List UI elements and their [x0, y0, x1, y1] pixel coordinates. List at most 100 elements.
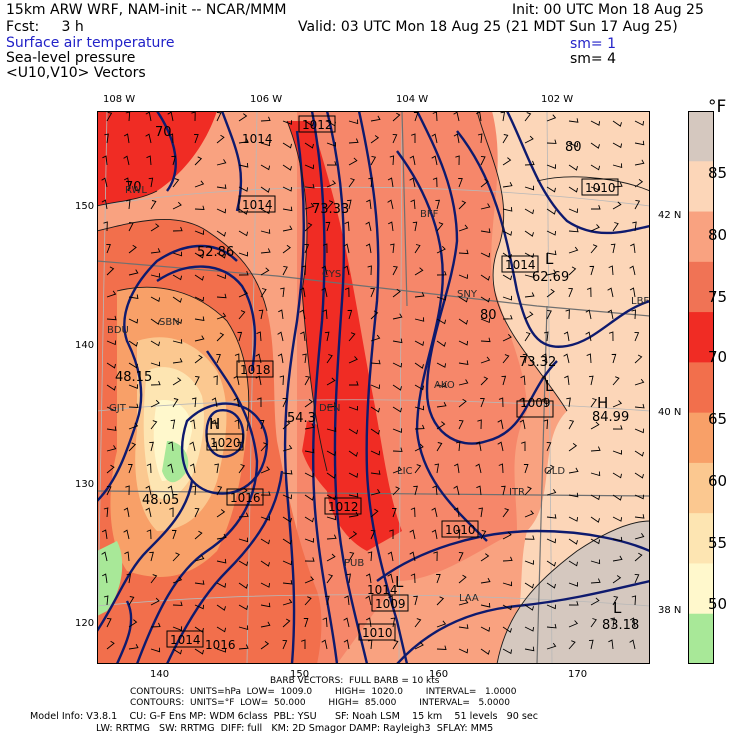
- wind-barb: [370, 489, 381, 496]
- colorbar-cell: [688, 312, 714, 363]
- lon-label: 106 W: [250, 94, 283, 105]
- wind-barb: [106, 445, 117, 452]
- high-marker: H: [209, 415, 220, 433]
- isobar-label: 1014: [242, 198, 273, 212]
- colorbar-tick: 50: [708, 595, 728, 613]
- grid-x-label: 140: [150, 669, 170, 680]
- wind-barb: [150, 399, 160, 408]
- wind-barb: [326, 494, 337, 501]
- wind-barb: [365, 595, 372, 606]
- wind-barb: [260, 267, 270, 276]
- wind-barb: [321, 287, 328, 298]
- wind-barb: [238, 644, 249, 650]
- grid-x-label: 170: [568, 669, 588, 680]
- wind-barb: [502, 604, 513, 611]
- wind-barb: [478, 507, 483, 518]
- wind-barb: [326, 515, 337, 521]
- wind-barb: [216, 230, 226, 237]
- wind-barb: [568, 582, 578, 587]
- wind-barb: [590, 164, 601, 171]
- barb-legend: BARB VECTORS: FULL BARB = 10 kts: [270, 676, 440, 686]
- wind-barb: [414, 244, 421, 254]
- temp-label: 80: [480, 308, 497, 323]
- wind-barb: [392, 508, 397, 518]
- wind-barb: [128, 596, 135, 606]
- wind-barb: [458, 274, 469, 280]
- wind-barb: [106, 617, 112, 628]
- temperature-colorbar: [688, 111, 714, 664]
- wind-barb: [612, 182, 623, 188]
- wind-barb: [259, 420, 265, 430]
- temp-label: 80: [565, 140, 582, 155]
- wind-barb: [128, 619, 138, 628]
- wind-barb: [524, 273, 535, 278]
- temp-label: 73.33: [312, 202, 349, 217]
- wind-barb: [216, 648, 226, 653]
- colorbar-cell: [688, 111, 714, 162]
- wind-barb: [106, 384, 116, 391]
- wind-barb: [524, 252, 535, 258]
- wind-barb: [260, 466, 271, 474]
- wind-barb: [546, 309, 552, 320]
- wind-barb: [304, 423, 315, 430]
- wind-barb: [612, 222, 619, 232]
- wind-barb: [546, 488, 557, 496]
- wind-barb: [501, 485, 506, 496]
- wind-barb: [212, 441, 218, 452]
- pressure-center-group: H H L L L L: [209, 250, 622, 617]
- wind-barb: [502, 295, 512, 301]
- wind-barb: [564, 375, 570, 386]
- wind-barb: [524, 535, 535, 540]
- wind-barb: [414, 384, 425, 391]
- station-label: LBF: [631, 296, 649, 307]
- wind-barb: [150, 597, 160, 606]
- wind-barb: [128, 464, 133, 474]
- wind-barb: [414, 292, 425, 298]
- wind-barb: [300, 331, 306, 342]
- wind-barb: [453, 111, 460, 122]
- colorbar-cell: [688, 161, 714, 213]
- colorbar-tick: 70: [708, 348, 728, 366]
- wind-barb: [546, 288, 555, 298]
- wind-barb: [480, 602, 491, 608]
- wind-barb: [128, 403, 139, 408]
- wind-barb: [145, 485, 152, 496]
- wind-barb: [211, 419, 218, 430]
- wind-barb: [370, 359, 381, 365]
- wind-barb: [326, 354, 333, 364]
- wind-barb: [458, 379, 469, 386]
- wind-barb: [349, 381, 359, 386]
- wind-barb: [392, 640, 399, 650]
- wind-barb: [150, 318, 160, 325]
- wind-barb: [216, 159, 227, 166]
- wind-barb: [344, 287, 350, 298]
- wind-barb: [458, 551, 464, 562]
- wind-barb: [435, 199, 441, 210]
- wind-barb: [322, 309, 328, 320]
- colorbar-cell: [688, 613, 714, 664]
- wind-barb: [216, 134, 225, 144]
- wind-barb: [216, 312, 227, 320]
- temp-fill-ne-peach: [523, 176, 650, 375]
- wind-barb: [282, 206, 293, 212]
- wind-barb: [546, 269, 557, 276]
- wind-barb: [370, 334, 381, 342]
- wind-barb: [519, 397, 526, 408]
- wind-barb: [194, 205, 205, 210]
- wind-barb: [590, 494, 601, 501]
- isobar-label: 1014: [505, 258, 536, 272]
- wind-barb: [169, 507, 174, 518]
- wind-barb: [213, 375, 218, 386]
- wind-barb: [610, 617, 615, 628]
- wind-barb: [128, 384, 139, 389]
- lon-label: 108 W: [103, 94, 136, 105]
- wind-barb: [304, 494, 314, 501]
- wind-barb: [106, 485, 112, 496]
- wind-barb: [194, 180, 205, 188]
- wind-barb: [480, 529, 487, 540]
- wind-barb: [238, 137, 249, 144]
- wind-barb: [413, 485, 418, 496]
- wind-barb: [388, 595, 394, 606]
- wind-barb: [258, 309, 264, 320]
- wind-barb: [588, 375, 594, 386]
